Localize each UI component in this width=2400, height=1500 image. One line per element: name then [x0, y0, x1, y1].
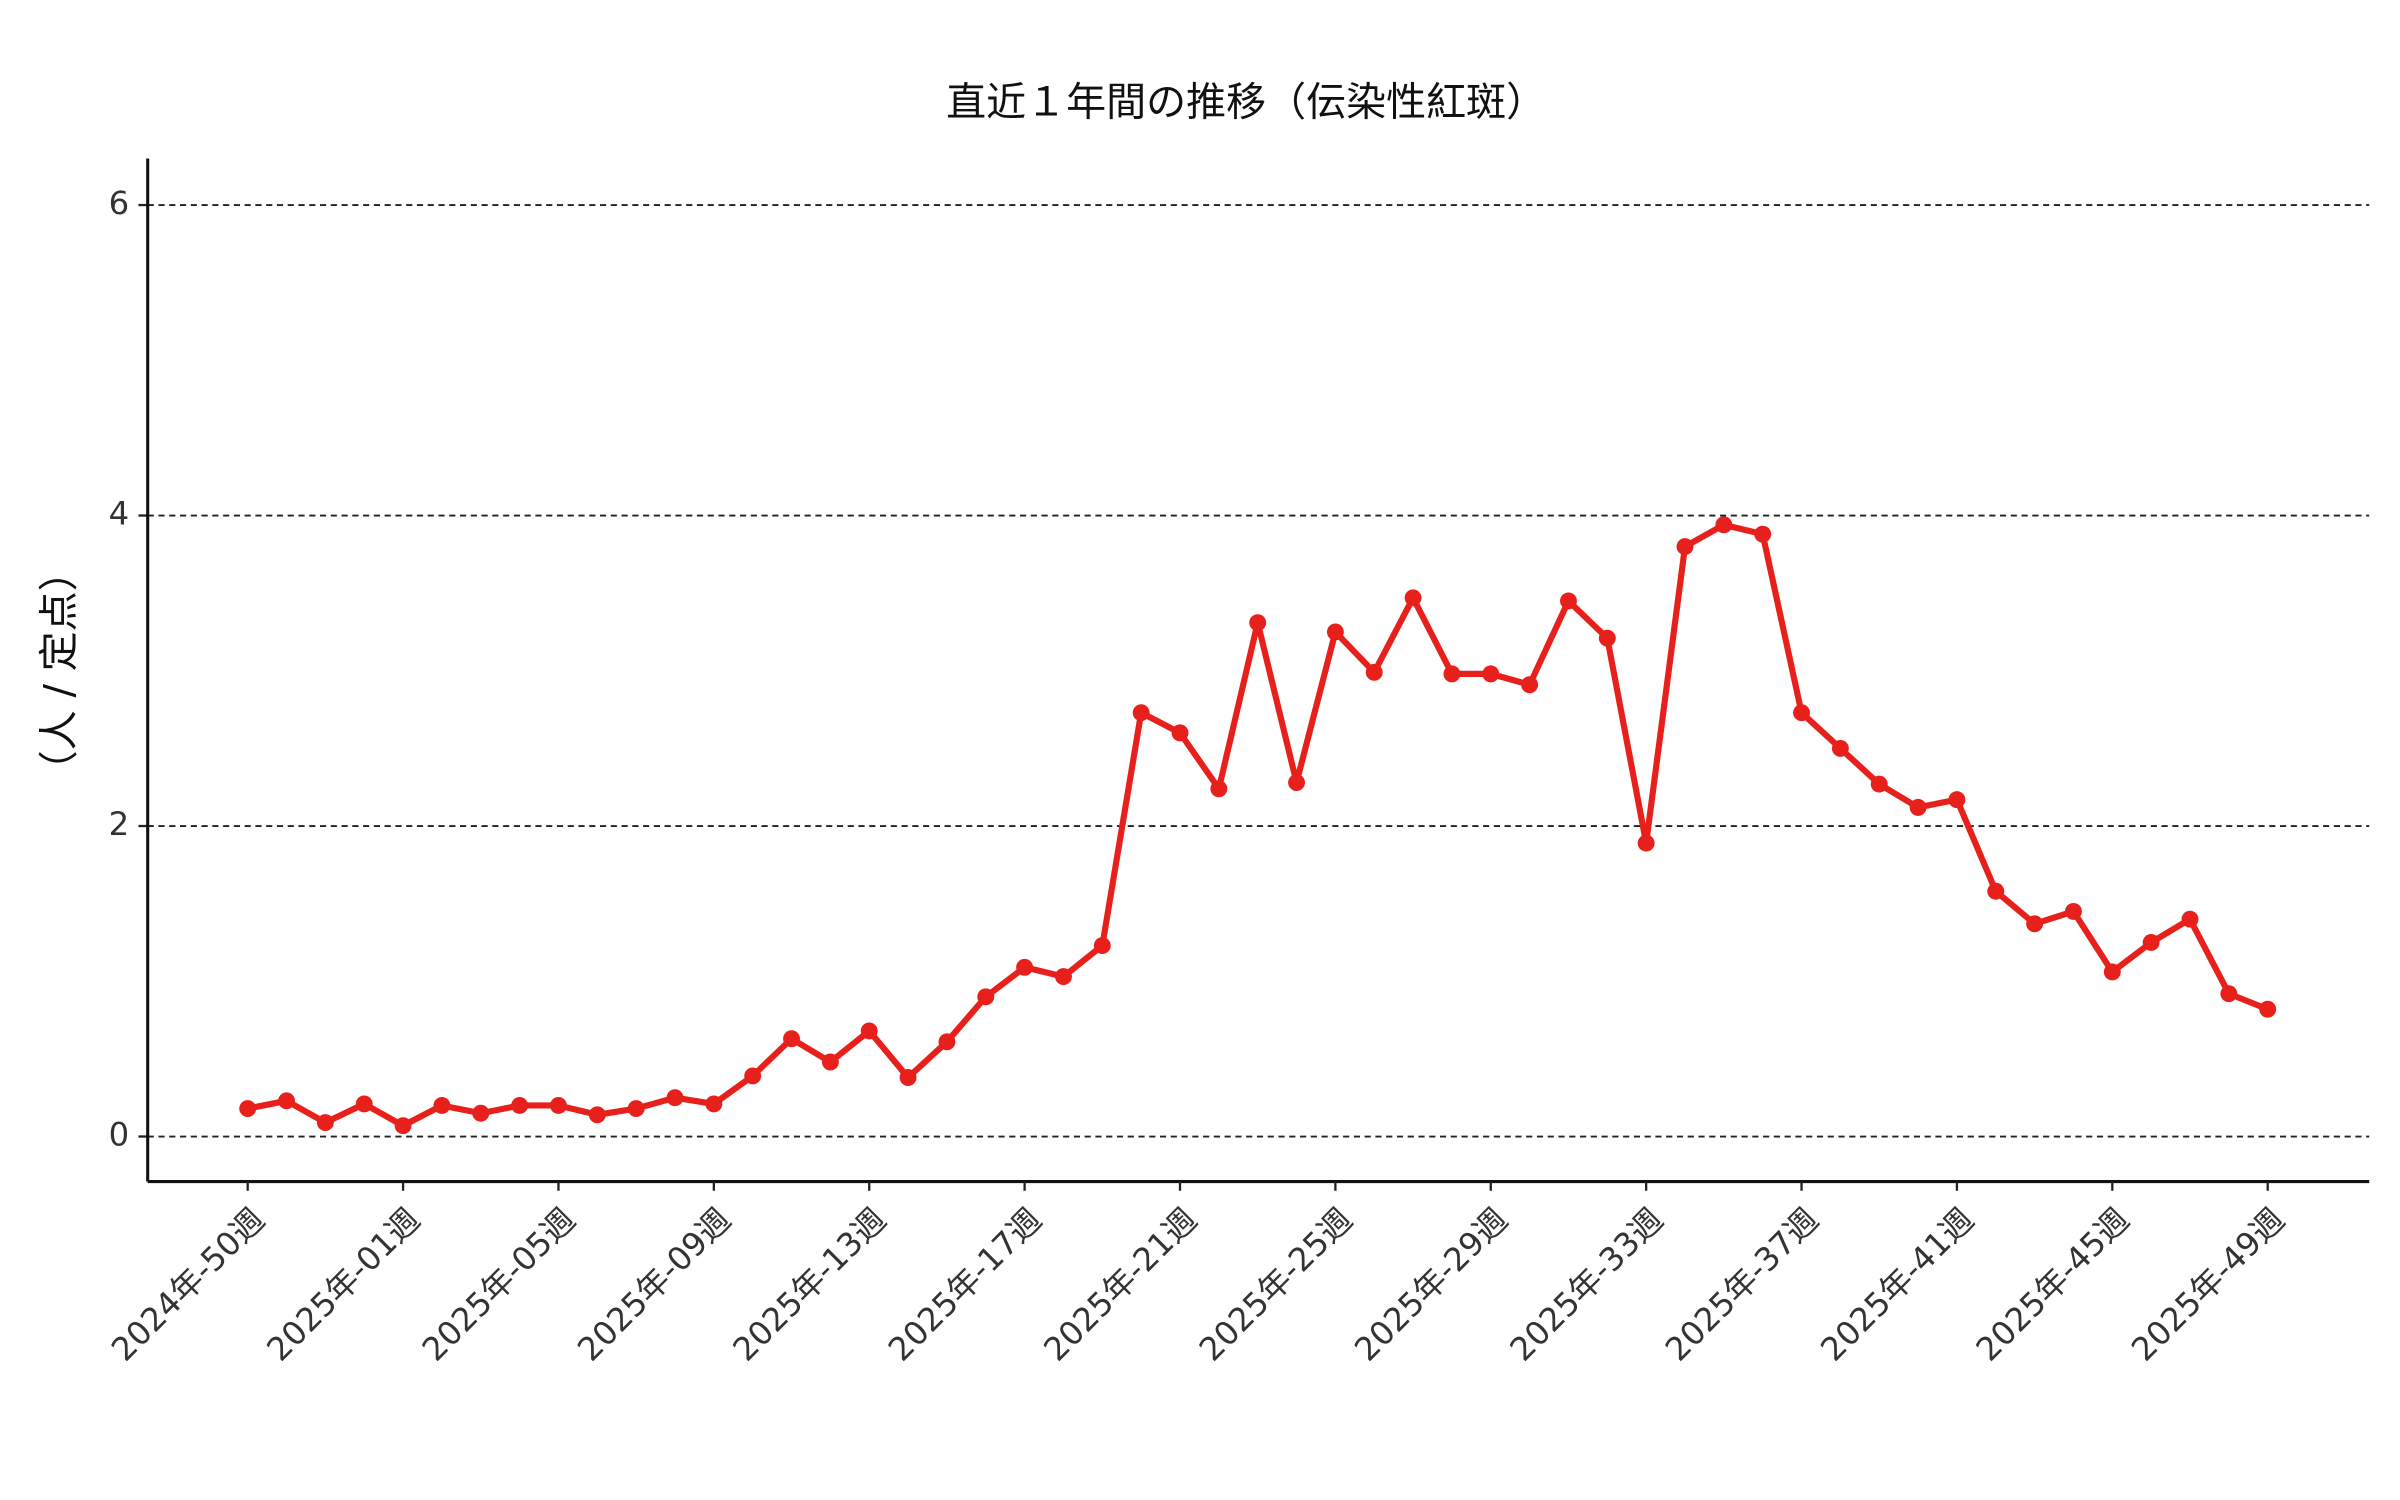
- point: [1521, 676, 1539, 694]
- point: [783, 1030, 800, 1048]
- point: [1249, 614, 1267, 632]
- y-tick-label: 6: [109, 184, 130, 222]
- chart-title: 直近１年間の推移（伝染性紅斑）: [946, 80, 1546, 126]
- point: [2026, 915, 2044, 933]
- point: [588, 1106, 606, 1124]
- y-tick-label: 4: [109, 495, 130, 533]
- point: [938, 1033, 956, 1051]
- point: [705, 1095, 723, 1113]
- point: [821, 1053, 839, 1071]
- point: [278, 1092, 295, 1110]
- point: [1443, 665, 1461, 683]
- point: [1831, 739, 1849, 757]
- x-tick-label: 2025年-45週: [1969, 1201, 2137, 1369]
- x-tick-label: 2025年-49週: [2124, 1201, 2292, 1369]
- point: [2259, 1000, 2277, 1018]
- point: [239, 1100, 257, 1118]
- y-axis-label: （人 / 定点）: [37, 551, 83, 790]
- point: [1793, 704, 1810, 722]
- point: [1482, 665, 1500, 683]
- point: [394, 1117, 412, 1135]
- point: [1210, 780, 1228, 798]
- point: [2220, 985, 2238, 1003]
- point: [2065, 902, 2082, 920]
- point: [2181, 910, 2199, 928]
- x-tick-label: 2025年-29週: [1347, 1201, 1515, 1369]
- y-tick-label: 2: [109, 805, 130, 843]
- point: [627, 1100, 645, 1118]
- point: [472, 1104, 490, 1122]
- point: [1288, 774, 1305, 792]
- point: [1987, 882, 2005, 900]
- point: [550, 1097, 567, 1114]
- point: [899, 1069, 917, 1086]
- x-tick-label: 2025年-09週: [570, 1201, 738, 1369]
- point: [316, 1114, 334, 1132]
- x-tick-label: 2025年-05週: [415, 1201, 583, 1369]
- point: [355, 1095, 373, 1113]
- point: [1676, 538, 1694, 556]
- point: [666, 1089, 684, 1107]
- point: [1637, 834, 1655, 852]
- x-tick-label: 2025年-21週: [1036, 1201, 1204, 1369]
- point: [1715, 516, 1733, 534]
- point: [2103, 963, 2121, 981]
- point: [1909, 798, 1927, 816]
- point: [977, 988, 995, 1006]
- point: [1016, 958, 1034, 976]
- point: [1365, 663, 1383, 681]
- point: [1055, 968, 1072, 986]
- x-tick-label: 2025年-37週: [1658, 1201, 1826, 1369]
- point: [1598, 629, 1616, 647]
- point: [1754, 525, 1772, 543]
- x-tick-label: 2025年-13週: [726, 1201, 894, 1369]
- point: [2142, 933, 2160, 951]
- point: [1560, 592, 1577, 610]
- x-tick-label: 2025年-01週: [259, 1201, 427, 1369]
- x-tick-label: 2025年-25週: [1192, 1201, 1360, 1369]
- point: [860, 1022, 878, 1040]
- point: [511, 1097, 529, 1114]
- point: [1404, 589, 1422, 607]
- x-tick-label: 2024年-50週: [104, 1201, 272, 1369]
- point: [1326, 623, 1344, 641]
- x-tick-label: 2025年-41週: [1813, 1201, 1981, 1369]
- point: [1948, 791, 1966, 809]
- y-tick-label: 0: [109, 1116, 130, 1154]
- point: [744, 1067, 762, 1085]
- x-tick-label: 2025年-33週: [1503, 1201, 1671, 1369]
- x-tick-label: 2025年-17週: [881, 1201, 1049, 1369]
- point: [1093, 937, 1111, 955]
- point: [1870, 775, 1888, 793]
- point: [1132, 704, 1150, 722]
- point: [433, 1097, 451, 1114]
- point: [1171, 724, 1189, 742]
